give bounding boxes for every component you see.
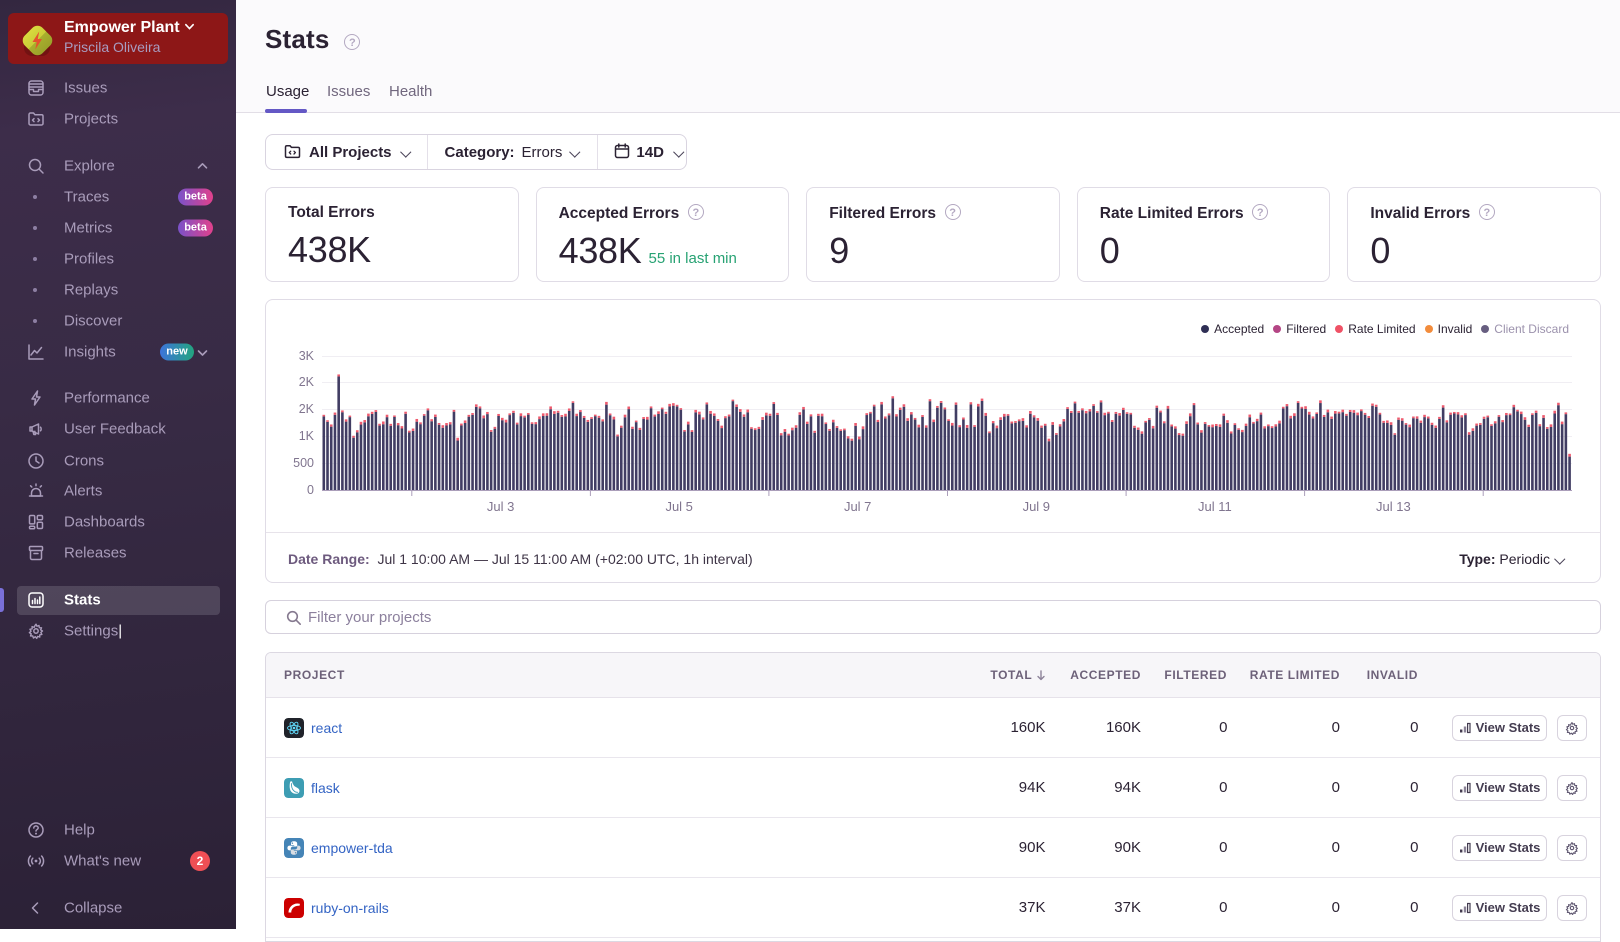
svg-text:0: 0 <box>307 483 314 497</box>
svg-text:3K: 3K <box>299 349 315 363</box>
svg-text:Jul 7: Jul 7 <box>844 499 871 514</box>
svg-text:Jul 9: Jul 9 <box>1023 499 1050 514</box>
svg-text:500: 500 <box>293 456 314 470</box>
svg-text:Jul 3: Jul 3 <box>487 499 514 514</box>
svg-text:1K: 1K <box>299 429 315 443</box>
svg-text:Jul 13: Jul 13 <box>1376 499 1411 514</box>
svg-text:2K: 2K <box>299 375 315 389</box>
svg-text:2K: 2K <box>299 402 315 416</box>
svg-text:Jul 5: Jul 5 <box>665 499 692 514</box>
svg-text:Jul 11: Jul 11 <box>1198 499 1232 514</box>
